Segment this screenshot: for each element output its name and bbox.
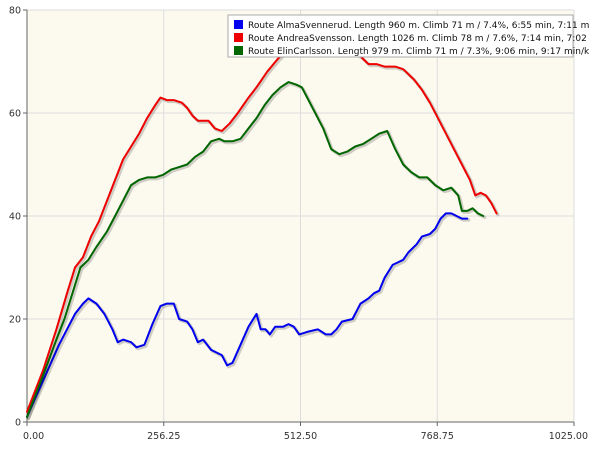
y-tick-labels: 0 20 40 60 80 xyxy=(9,6,27,429)
x-tick-labels: 0.00 256.25 512.50 768.75 1025.00 xyxy=(23,422,588,442)
legend-swatch xyxy=(234,20,243,29)
grid-lines xyxy=(27,9,575,422)
legend-label: Route ElinCarlsson. Length 979 m. Climb … xyxy=(248,47,590,57)
series-line xyxy=(26,37,498,413)
legend: Route AlmaSvennerud. Length 960 m. Climb… xyxy=(227,14,590,58)
legend-swatch xyxy=(234,46,243,55)
x-tick-label: 768.75 xyxy=(421,431,454,442)
legend-swatch xyxy=(234,33,243,42)
series-shadow xyxy=(27,82,487,420)
y-tick-label: 20 xyxy=(9,315,21,326)
y-tick-label: 40 xyxy=(9,212,21,223)
y-tick-label: 0 xyxy=(15,418,21,429)
series-line xyxy=(26,81,485,418)
legend-box xyxy=(227,14,574,58)
legend-label: Route AlmaSvennerud. Length 960 m. Climb… xyxy=(248,21,590,31)
series-line xyxy=(26,212,469,418)
x-tick-label: 256.25 xyxy=(147,431,180,442)
y-tick-label: 60 xyxy=(9,109,21,120)
x-tick-label: 1025.00 xyxy=(549,431,588,442)
series-lines xyxy=(26,37,500,420)
y-tick-label: 80 xyxy=(9,6,21,17)
legend-label: Route AndreaSvensson. Length 1026 m. Cli… xyxy=(248,34,590,44)
x-tick-label: 0.00 xyxy=(23,431,44,442)
x-tick-label: 512.50 xyxy=(284,431,317,442)
